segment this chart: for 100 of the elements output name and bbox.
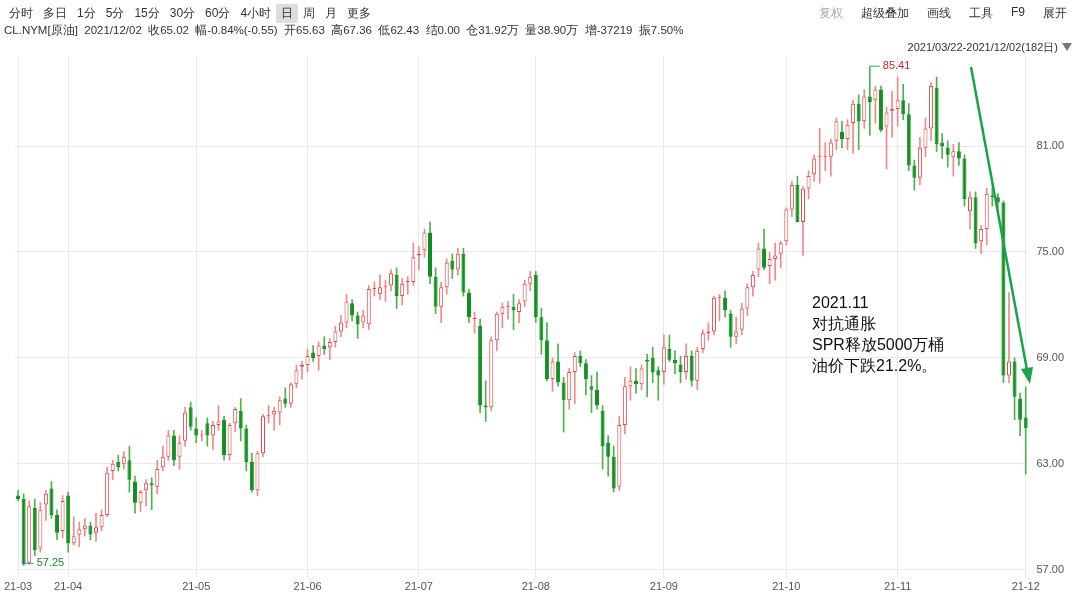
candlestick (194, 417, 199, 443)
candlestick (256, 451, 259, 496)
candlestick (1012, 357, 1017, 421)
candlestick (94, 512, 99, 542)
candlestick (216, 405, 221, 431)
candlestick (444, 258, 449, 295)
x-tick-label: 21-09 (649, 580, 678, 593)
candlestick (205, 417, 210, 447)
y-tick-label: 75.00 (1036, 244, 1064, 257)
candlestick (740, 302, 743, 336)
candlestick (785, 207, 788, 246)
candlestick (640, 364, 643, 390)
x-tick-label: 21-04 (54, 580, 83, 593)
text: 月 (324, 5, 339, 22)
text: 分时 (8, 5, 34, 22)
text: 复权 (818, 5, 844, 22)
candlestick (539, 308, 544, 355)
candlestick (984, 188, 989, 246)
candlestick (528, 271, 533, 292)
candlestick (856, 94, 861, 150)
candlestick (138, 489, 143, 512)
x-tick-label: 21-07 (404, 580, 433, 593)
candlestick (885, 106, 888, 170)
candlestick (1006, 292, 1011, 383)
candlestick (757, 242, 760, 278)
candlestick (238, 398, 243, 442)
candlestick (801, 186, 806, 256)
text: CL.NYM[原油] 2021/12/02 收65.02 幅-0.84%(-0.55) 开65.63 高67.36 低62.43 结0.00 仓31.92万 量38.90万 增-37219 振7.50% (4, 23, 684, 38)
candlestick (155, 459, 160, 495)
y-tick-label: 69.00 (1036, 350, 1064, 363)
annotation: 对抗通胀 (812, 315, 876, 332)
candlestick (611, 445, 616, 493)
candlestick (523, 279, 526, 308)
candlestick (901, 83, 906, 120)
annotation: SPR释放5000万桶 (812, 336, 945, 353)
x-tick-label: 21-11 (883, 580, 912, 593)
candlestick (227, 422, 232, 461)
candlestick (589, 375, 594, 413)
candlestick (28, 500, 31, 565)
candlestick (572, 352, 577, 405)
x-tick-label: 21-06 (293, 580, 322, 593)
candlestick (32, 498, 37, 556)
candlestick (746, 283, 749, 316)
x-tick-label: 21-05 (182, 580, 211, 593)
text: 1分 (76, 5, 97, 22)
candlestick (656, 366, 661, 401)
candlestick (501, 302, 504, 329)
candlestick (60, 495, 65, 539)
text: 15分 (133, 5, 161, 22)
candlestick (423, 228, 426, 258)
y-tick-label: 63.00 (1036, 456, 1064, 469)
candlestick (244, 424, 249, 472)
candlestick (728, 309, 733, 348)
candlestick (533, 271, 538, 323)
candlestick (366, 285, 371, 330)
text: 2021/03/22-2021/12/02(182日) (907, 40, 1058, 55)
candlestick (578, 350, 583, 368)
candlestick (934, 76, 939, 152)
text: 30分 (168, 5, 197, 22)
candlestick (906, 103, 911, 172)
candlestick (295, 364, 298, 389)
candlestick (835, 117, 838, 150)
text: 工具 (968, 5, 994, 22)
text: 展开 (1042, 5, 1068, 22)
candlestick (912, 159, 917, 191)
candlestick (839, 120, 844, 149)
candlestick (283, 387, 288, 408)
candlestick (71, 516, 76, 546)
candlestick (461, 248, 466, 297)
candlestick (678, 355, 683, 383)
candlestick (561, 376, 566, 433)
candlestick (99, 509, 104, 532)
candlestick (689, 350, 694, 387)
text: 超级叠加 (860, 5, 910, 22)
candlestick (924, 117, 927, 157)
candlestick (862, 89, 867, 129)
candlestick (600, 405, 605, 470)
text: 日 (276, 4, 299, 23)
candlestick (617, 415, 622, 491)
candlestick (278, 396, 281, 426)
candlestick (895, 76, 900, 127)
text: 5分 (104, 5, 126, 22)
candlestick (345, 294, 348, 329)
candlestick (466, 288, 471, 323)
candlestick (489, 336, 494, 412)
y-tick-label: 81.00 (1036, 139, 1064, 152)
candlestick (795, 175, 800, 223)
candlestick (773, 242, 778, 281)
candlestick (779, 241, 782, 269)
candlestick (433, 267, 438, 315)
candlestick (333, 325, 338, 348)
candlestick (1001, 200, 1006, 383)
text: 60分 (204, 5, 232, 22)
candlestick (178, 435, 181, 470)
candlestick (845, 119, 850, 150)
candlestick (144, 479, 149, 507)
candlestick (962, 154, 967, 207)
candlestick (450, 253, 455, 279)
text: 周 (302, 5, 317, 22)
candlestick (874, 85, 877, 124)
